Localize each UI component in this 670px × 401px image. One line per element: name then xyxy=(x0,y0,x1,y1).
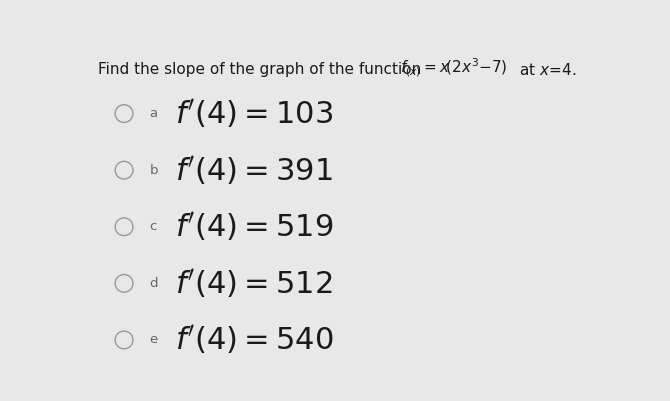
Text: e: e xyxy=(149,334,158,346)
Text: $f'(4) = \mathregular{540}$: $f'(4) = \mathregular{540}$ xyxy=(175,324,334,356)
Text: $f'(4) = \mathregular{103}$: $f'(4) = \mathregular{103}$ xyxy=(175,97,334,130)
Circle shape xyxy=(115,331,133,349)
Circle shape xyxy=(115,275,133,292)
Text: c: c xyxy=(149,220,157,233)
Circle shape xyxy=(115,105,133,122)
Text: $f'(4) = \mathregular{519}$: $f'(4) = \mathregular{519}$ xyxy=(175,210,334,243)
Text: d: d xyxy=(149,277,158,290)
Text: b: b xyxy=(149,164,158,177)
Text: $f_{(x)}{=}x\!\left(2x^3{-}7\right)$: $f_{(x)}{=}x\!\left(2x^3{-}7\right)$ xyxy=(400,56,507,79)
Text: $f'(4) = \mathregular{391}$: $f'(4) = \mathregular{391}$ xyxy=(175,154,333,186)
Circle shape xyxy=(115,218,133,236)
Circle shape xyxy=(115,161,133,179)
Text: a: a xyxy=(149,107,157,120)
Text: Find the slope of the graph of the function: Find the slope of the graph of the funct… xyxy=(98,62,421,77)
Text: at $x\!=\!4.$: at $x\!=\!4.$ xyxy=(519,62,578,78)
Text: $f'(4) = \mathregular{512}$: $f'(4) = \mathregular{512}$ xyxy=(175,267,333,300)
